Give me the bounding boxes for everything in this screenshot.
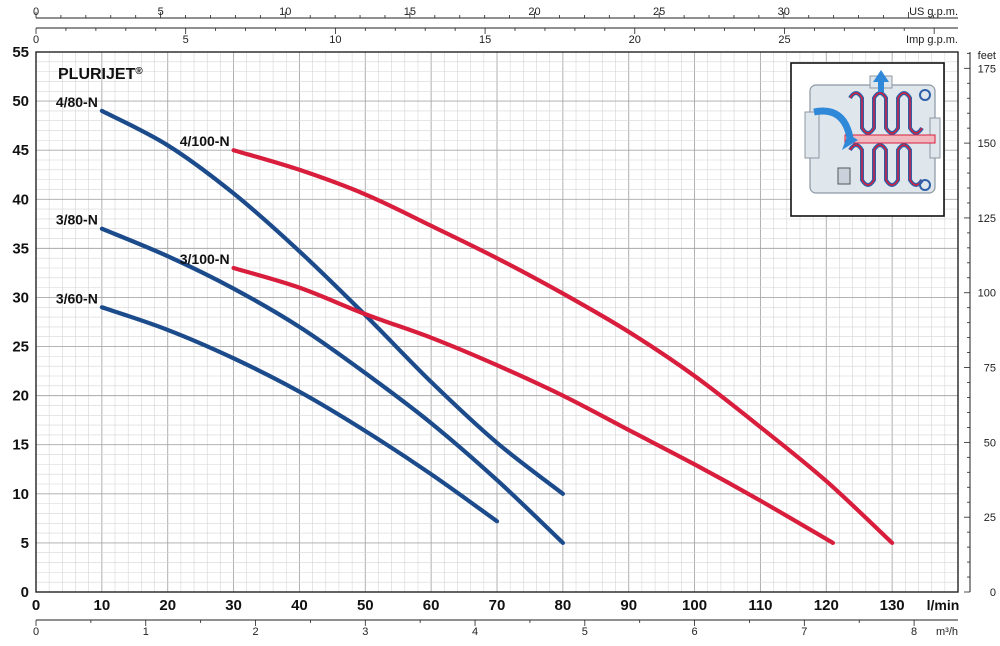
imp-gpm-tick-label: 15 <box>479 34 491 46</box>
series-label-3-100-n: 3/100-N <box>180 251 230 267</box>
y-tick-label: 30 <box>12 289 29 306</box>
m3h-tick-label: 7 <box>801 626 807 638</box>
m3h-tick-label: 0 <box>33 626 39 638</box>
m3h-unit: m³/h <box>936 626 958 638</box>
imp-gpm-tick-label: 5 <box>183 34 189 46</box>
x-tick-label: 20 <box>159 597 176 614</box>
feet-tick-label: 25 <box>984 512 996 524</box>
us-gpm-unit: US g.p.m. <box>909 6 958 18</box>
m3h-tick-label: 1 <box>143 626 149 638</box>
imp-gpm-unit: Imp g.p.m. <box>906 34 958 46</box>
imp-gpm-tick-label: 20 <box>629 34 641 46</box>
m3h-tick-label: 3 <box>362 626 368 638</box>
series-layer <box>99 108 895 545</box>
y-tick-label: 0 <box>21 584 29 601</box>
m3h-tick-label: 8 <box>911 626 917 638</box>
us-gpm-tick-label: 5 <box>158 6 164 18</box>
feet-tick-label: 0 <box>990 587 996 599</box>
series-label-3-80-n: 3/80-N <box>56 212 98 228</box>
y-tick-label: 20 <box>12 388 29 405</box>
m3h-tick-label: 2 <box>252 626 258 638</box>
x-tick-label: 110 <box>748 597 772 614</box>
x-tick-label: 100 <box>682 597 707 614</box>
feet-tick-label: 75 <box>984 363 996 375</box>
y-tick-label: 55 <box>12 44 29 61</box>
y-tick-label: 40 <box>12 191 29 208</box>
m3h-tick-label: 5 <box>582 626 588 638</box>
feet-tick-label: 175 <box>978 63 996 75</box>
series-label-4-100-n: 4/100-N <box>180 133 230 149</box>
us-gpm-tick-label: 25 <box>653 6 665 18</box>
us-gpm-tick-label: 30 <box>778 6 790 18</box>
feet-tick-label: 125 <box>978 213 996 225</box>
feet-tick-label: 50 <box>984 437 996 449</box>
y-tick-label: 35 <box>12 240 29 257</box>
x-tick-label: 80 <box>555 597 572 614</box>
series-line-3-60-n <box>99 305 500 524</box>
series-line-4-80-n <box>99 108 565 496</box>
us-gpm-tick-label: 15 <box>404 6 416 18</box>
series-line-4-100-n <box>231 148 895 545</box>
series-label-3-60-n: 3/60-N <box>56 290 98 306</box>
x-tick-label: 40 <box>291 597 308 614</box>
imp-gpm-tick-label: 10 <box>329 34 341 46</box>
series-line-3-100-n <box>231 265 835 545</box>
feet-unit: feet <box>978 50 996 62</box>
m3h-tick-label: 4 <box>472 626 478 638</box>
chart-title: PLURIJET® <box>58 66 143 84</box>
x-tick-label: 120 <box>814 597 839 614</box>
x-tick-label: 60 <box>423 597 440 614</box>
us-gpm-tick-label: 0 <box>33 6 39 18</box>
x-tick-label: 50 <box>357 597 374 614</box>
us-gpm-tick-label: 20 <box>528 6 540 18</box>
x-axis-unit: l/min <box>927 597 960 613</box>
m3h-tick-label: 6 <box>692 626 698 638</box>
feet-tick-label: 150 <box>978 138 996 150</box>
y-tick-label: 50 <box>12 93 29 110</box>
y-tick-label: 10 <box>12 486 29 503</box>
x-tick-label: 90 <box>620 597 637 614</box>
feet-tick-label: 100 <box>978 288 996 300</box>
x-tick-label: 10 <box>94 597 111 614</box>
us-gpm-tick-label: 10 <box>279 6 291 18</box>
x-tick-label: 70 <box>489 597 506 614</box>
axes: 0 10 20 30 40 50 60 70 80 90 100 110 120 130 l/min0510… <box>12 6 996 638</box>
labels-layer: 4/80-N 3/80-N 3/60-N 4/100-N 3/100-N <box>56 94 230 306</box>
y-tick-label: 45 <box>12 142 29 159</box>
imp-gpm-tick-label: 25 <box>778 34 790 46</box>
x-tick-label: 130 <box>880 597 905 614</box>
y-tick-label: 15 <box>12 437 29 454</box>
y-tick-label: 5 <box>21 535 29 552</box>
imp-gpm-tick-label: 0 <box>33 34 39 46</box>
x-tick-label: 30 <box>225 597 242 614</box>
x-tick-label: 0 <box>32 597 40 614</box>
pump-cross-section-illustration <box>790 62 945 217</box>
y-tick-label: 25 <box>12 339 29 356</box>
series-line-3-80-n <box>99 226 565 545</box>
series-label-4-80-n: 4/80-N <box>56 94 98 110</box>
plot-frame <box>35 51 959 593</box>
